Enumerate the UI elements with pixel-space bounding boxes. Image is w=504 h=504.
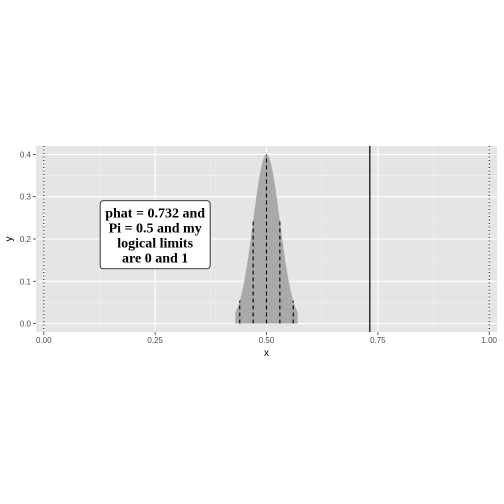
- dotted-limit-lines: [43, 146, 490, 332]
- y-tick-label: 0.1: [20, 277, 32, 286]
- y-tick-label: 0.0: [20, 320, 32, 329]
- y-tick-label: 0.3: [20, 193, 32, 202]
- annotation-line: logical limits: [117, 236, 193, 251]
- dashed-lines: [239, 154, 294, 324]
- y-tick-label: 0.2: [20, 235, 32, 244]
- annotation-box: [99, 200, 211, 270]
- x-tick-label: 0.00: [36, 336, 52, 345]
- annotation-text: phat = 0.732 and Pi = 0.5 and my logical l…: [105, 206, 205, 266]
- annotation-line: are 0 and 1: [122, 251, 188, 266]
- x-tick-label: 0.50: [259, 336, 275, 345]
- x-tick-label: 0.75: [370, 336, 386, 345]
- x-tick-label: 0.25: [147, 336, 163, 345]
- y-axis-ticks: 0.0 0.1 0.2 0.3 0.4: [20, 150, 36, 329]
- x-axis-title: x: [264, 348, 269, 359]
- annotation-line: Pi = 0.5 and my: [109, 221, 202, 236]
- x-axis-ticks: 0.00 0.25 0.50 0.75 1.00: [36, 332, 498, 345]
- annotation-line: phat = 0.732 and: [105, 206, 205, 221]
- y-tick-label: 0.4: [20, 150, 32, 159]
- x-tick-label: 1.00: [481, 336, 497, 345]
- y-axis-title: y: [4, 237, 15, 242]
- annotation-label: phat = 0.732 and Pi = 0.5 and my logical l…: [99, 200, 211, 270]
